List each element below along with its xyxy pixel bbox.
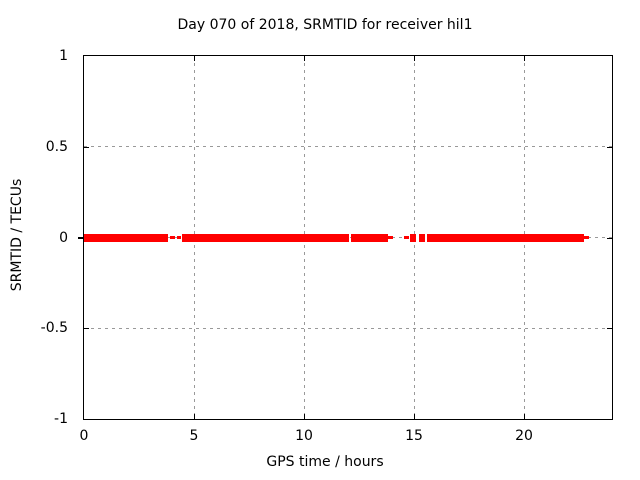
y-tick-label: -1 bbox=[54, 411, 68, 427]
x-tick-bottom-20 bbox=[524, 414, 525, 419]
y-tick-label: 0 bbox=[59, 229, 68, 246]
x-tick-bottom-15 bbox=[414, 414, 415, 419]
x-tick-label: 10 bbox=[295, 428, 313, 444]
data-segment bbox=[418, 233, 425, 242]
y-tick-right-0.5 bbox=[607, 146, 612, 148]
y-tick-label: -0.5 bbox=[40, 320, 68, 337]
x-tick-bottom-10 bbox=[304, 414, 305, 419]
gridline-y-0.5 bbox=[84, 146, 612, 148]
y-tick-right-0 bbox=[607, 237, 612, 239]
data-segment bbox=[351, 233, 388, 242]
plot-area bbox=[83, 55, 613, 420]
x-tick-top-10 bbox=[304, 56, 305, 61]
x-tick-label: 0 bbox=[79, 428, 89, 444]
data-segment bbox=[427, 233, 584, 242]
data-segment bbox=[170, 236, 175, 239]
gridline-y--0.5 bbox=[84, 327, 612, 329]
chart-title: Day 070 of 2018, SRMTID for receiver hil… bbox=[177, 17, 473, 33]
data-segment bbox=[409, 233, 417, 242]
data-segment bbox=[182, 233, 350, 242]
data-segment bbox=[583, 236, 589, 239]
x-tick-label: 15 bbox=[405, 428, 423, 444]
data-segment bbox=[177, 236, 182, 239]
x-tick-bottom-5 bbox=[194, 414, 195, 419]
x-tick-top-5 bbox=[194, 56, 195, 61]
x-axis-label: GPS time / hours bbox=[266, 454, 384, 470]
x-tick-top-20 bbox=[524, 56, 525, 61]
data-segment bbox=[388, 236, 394, 239]
data-segment bbox=[404, 236, 409, 239]
x-tick-label: 20 bbox=[515, 428, 533, 444]
x-tick-top-15 bbox=[414, 56, 415, 61]
y-tick-label: 1 bbox=[59, 48, 68, 64]
y-tick-left-0.5 bbox=[84, 146, 89, 148]
y-tick-label: 0.5 bbox=[45, 138, 68, 155]
x-tick-label: 5 bbox=[189, 428, 199, 444]
data-segment bbox=[84, 233, 169, 242]
y-tick-left--0.5 bbox=[84, 328, 89, 330]
y-zero-outer-tick bbox=[78, 237, 83, 239]
y-tick-right--0.5 bbox=[607, 328, 612, 330]
